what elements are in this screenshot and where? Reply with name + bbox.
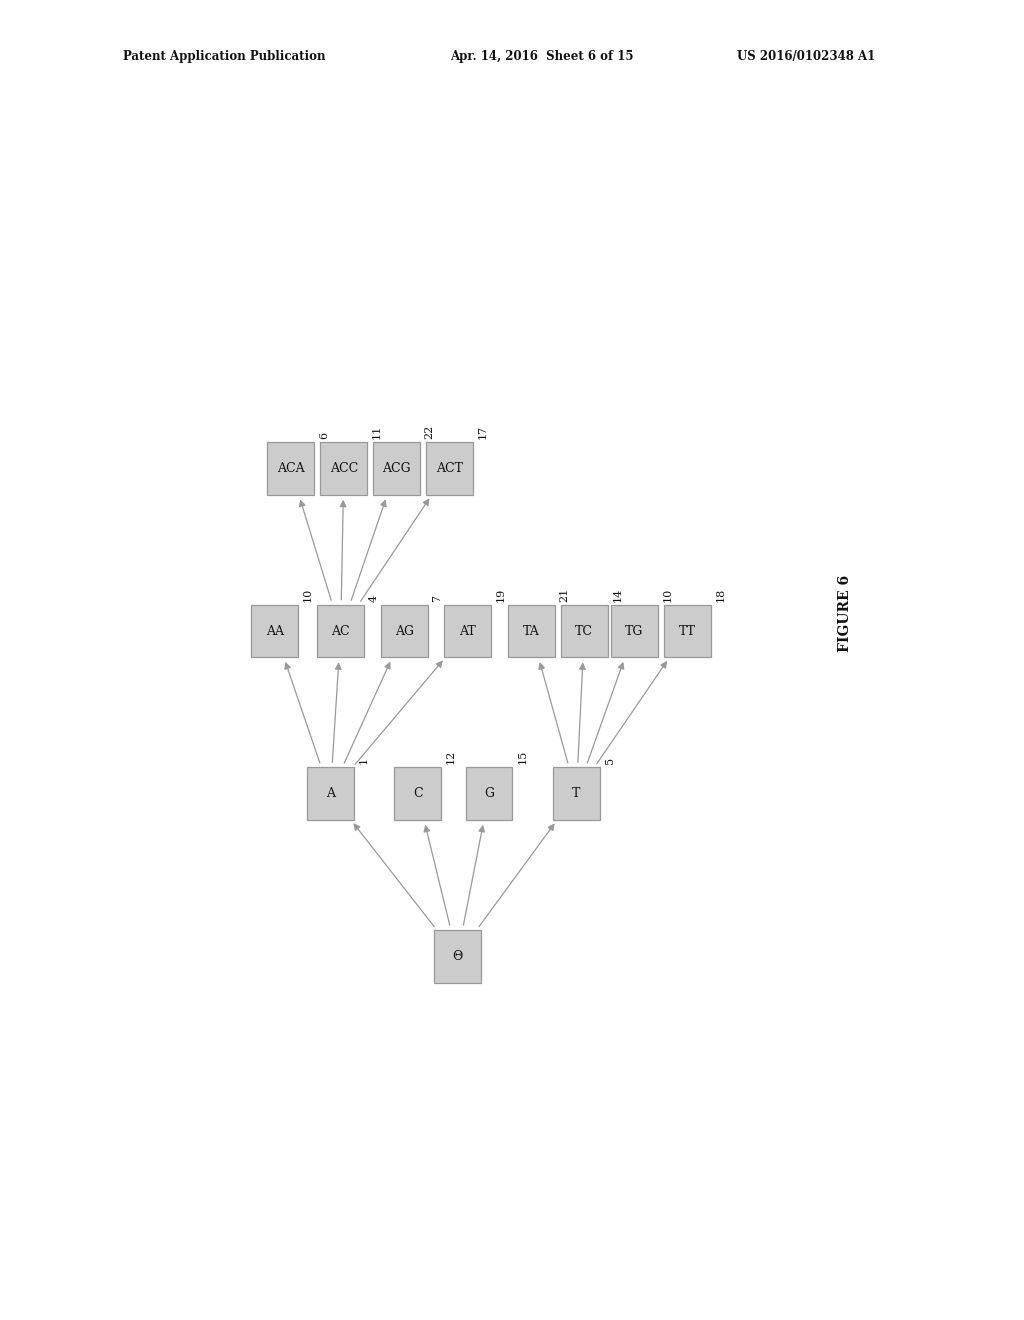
Text: 15: 15 [517,750,527,764]
Text: TT: TT [679,624,696,638]
Text: 21: 21 [559,587,569,602]
FancyBboxPatch shape [307,767,353,820]
FancyBboxPatch shape [508,605,555,657]
Text: Θ: Θ [453,950,463,962]
Text: ACC: ACC [330,462,358,475]
Text: US 2016/0102348 A1: US 2016/0102348 A1 [737,50,876,63]
Text: 6: 6 [318,432,329,440]
Text: FIGURE 6: FIGURE 6 [838,576,852,652]
Text: 10: 10 [663,587,673,602]
Text: TA: TA [523,624,540,638]
Text: 17: 17 [477,425,487,440]
FancyBboxPatch shape [373,442,420,495]
Text: 14: 14 [612,587,623,602]
Text: 18: 18 [716,587,726,602]
FancyBboxPatch shape [426,442,473,495]
Text: 4: 4 [369,594,379,602]
Text: 1: 1 [358,758,369,764]
Text: Apr. 14, 2016  Sheet 6 of 15: Apr. 14, 2016 Sheet 6 of 15 [451,50,634,63]
FancyBboxPatch shape [444,605,492,657]
FancyBboxPatch shape [665,605,711,657]
Text: TC: TC [575,624,593,638]
FancyBboxPatch shape [434,929,480,982]
Text: Patent Application Publication: Patent Application Publication [123,50,326,63]
FancyBboxPatch shape [317,605,365,657]
Text: 7: 7 [432,594,442,602]
FancyBboxPatch shape [321,442,368,495]
FancyBboxPatch shape [553,767,600,820]
FancyBboxPatch shape [252,605,298,657]
FancyBboxPatch shape [267,442,314,495]
Text: ACG: ACG [382,462,411,475]
Text: 5: 5 [604,758,614,764]
Text: 19: 19 [496,587,506,602]
Text: ACT: ACT [436,462,463,475]
FancyBboxPatch shape [466,767,512,820]
Text: 10: 10 [303,587,313,602]
Text: 11: 11 [372,425,382,440]
FancyBboxPatch shape [611,605,657,657]
Text: A: A [326,787,335,800]
Text: AA: AA [266,624,284,638]
Text: 22: 22 [424,425,434,440]
Text: ACA: ACA [276,462,304,475]
Text: 12: 12 [445,750,456,764]
FancyBboxPatch shape [561,605,607,657]
Text: T: T [572,787,581,800]
Text: AC: AC [332,624,350,638]
FancyBboxPatch shape [394,767,441,820]
Text: AG: AG [394,624,414,638]
Text: C: C [413,787,423,800]
Text: TG: TG [625,624,643,638]
Text: G: G [484,787,495,800]
FancyBboxPatch shape [381,605,428,657]
Text: AT: AT [460,624,476,638]
